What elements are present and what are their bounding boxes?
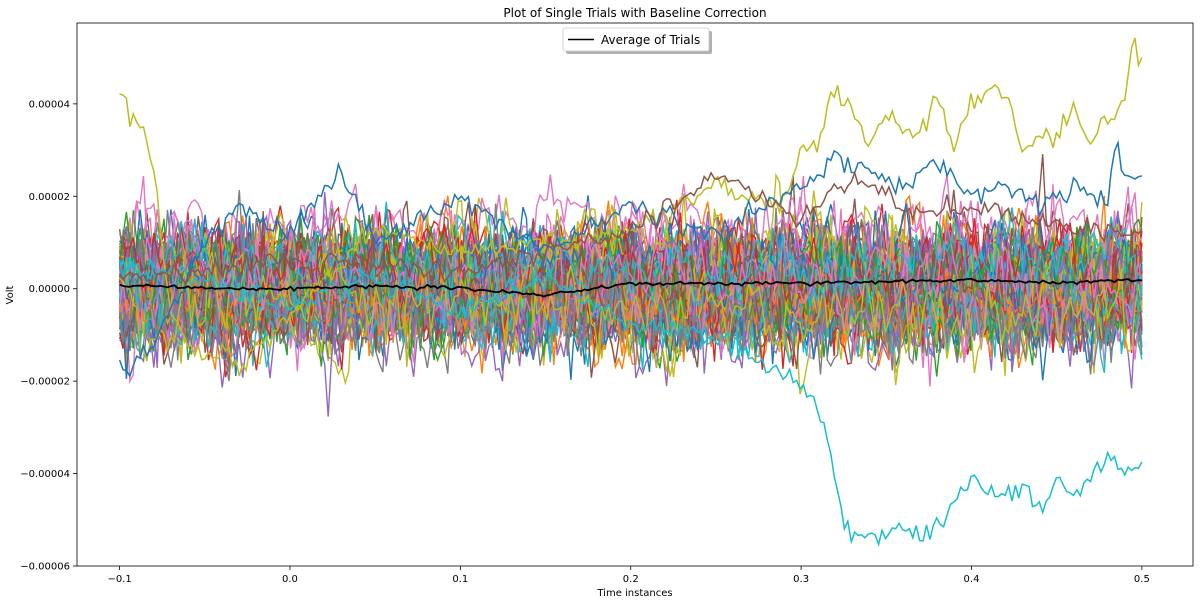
legend-label-average: Average of Trials [601, 33, 700, 47]
outlier-trial-line [119, 37, 1143, 377]
y-tick-label: 0.00004 [29, 99, 70, 110]
outlier-trial-line [118, 257, 1143, 548]
x-tick-label: 0.1 [452, 574, 468, 585]
outlier-trial-line [118, 139, 1143, 378]
legend-box [562, 27, 710, 52]
x-tick-label: −0.1 [107, 574, 131, 585]
x-axis-ticks: −0.1 0.0 0.1 0.2 0.3 0.4 0.5 [107, 566, 1150, 585]
x-tick-label: 0.2 [623, 574, 639, 585]
trial-line [119, 246, 1143, 374]
y-axis-label: Volt [5, 285, 16, 304]
average-line [119, 277, 1142, 298]
chart-title: Plot of Single Trials with Baseline Corr… [503, 6, 766, 20]
y-tick-label: 0.00002 [29, 192, 70, 203]
trial-line [118, 201, 1143, 330]
legend: Average of Trials [562, 27, 712, 54]
y-tick-label: −0.00002 [20, 377, 70, 388]
x-tick-label: 0.0 [282, 574, 298, 585]
x-tick-label: 0.4 [964, 574, 980, 585]
trial-line [118, 211, 1143, 343]
y-tick-label: −0.00004 [20, 469, 70, 480]
outlier-trial-line [118, 170, 1143, 290]
x-axis-label: Time instances [596, 588, 672, 599]
outlier-trials-layer [118, 37, 1143, 548]
x-tick-label: 0.5 [1134, 574, 1150, 585]
trials-layer [118, 154, 1143, 417]
x-tick-label: 0.3 [793, 574, 809, 585]
trial-line [118, 215, 1143, 349]
y-tick-label: 0.00000 [29, 284, 70, 295]
average-layer [119, 277, 1142, 298]
y-tick-label: −0.00006 [20, 562, 70, 573]
y-axis-ticks: −0.00006 −0.00004 −0.00002 0.00000 0.00002 0.… [20, 99, 77, 573]
plot-frame [76, 22, 1194, 567]
